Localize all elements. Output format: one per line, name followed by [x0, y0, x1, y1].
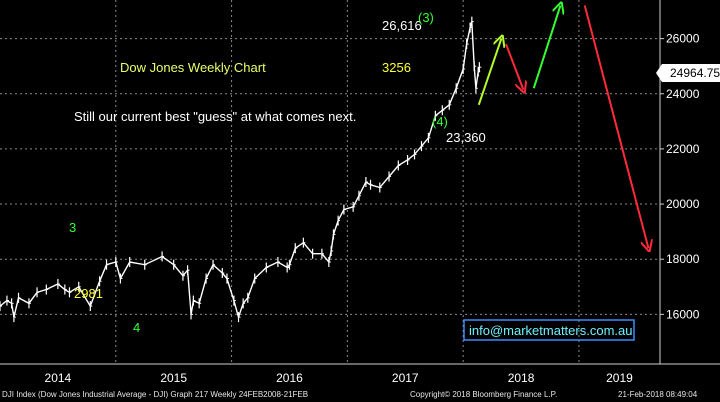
annotation-6: (4) [432, 114, 448, 129]
annotation-5: 3256 [382, 60, 411, 75]
x-axis-band [0, 364, 720, 388]
projection-arrow-3 [532, 6, 561, 89]
y-tick-label-26000: 26000 [666, 32, 700, 46]
price-series [0, 16, 482, 323]
y-tick-label-16000: 16000 [666, 307, 700, 321]
x-tick-label-2018: 2018 [508, 371, 535, 385]
y-tick-label-20000: 20000 [666, 197, 700, 211]
y-tick-label-22000: 22000 [666, 142, 700, 156]
footer-left: DJI Index (Dow Jones Industrial Average … [2, 390, 309, 399]
x-axis: 2014 2015 2016 2017 2018 2019 [0, 363, 720, 388]
annotation-4: (3) [418, 10, 434, 25]
annotation-7: 23,360 [446, 130, 486, 145]
footer-timestamp: 21-Feb-2018 08:49:04 [618, 390, 698, 399]
annotation-10: 4 [133, 320, 140, 335]
y-tick-label-18000: 18000 [666, 252, 700, 266]
last-price-tag: 24964.75 [656, 64, 720, 82]
y-axis: 16000 18000 20000 22000 24000 26000 [659, 0, 700, 364]
footer-copyright: Copyright© 2018 Bloomberg Finance L.P. [410, 390, 558, 399]
annotations: Dow Jones Weekly Chart Still our current … [69, 10, 486, 335]
projection-arrow-1 [477, 39, 502, 106]
projection-arrow-4 [583, 5, 649, 249]
annotation-2: Still our current best "guess" at what c… [74, 109, 356, 124]
annotation-3: 26,616 [382, 18, 422, 33]
link-box [463, 319, 635, 341]
x-tick-label-2014: 2014 [45, 371, 72, 385]
y-tick-label-24000: 24000 [666, 87, 700, 101]
x-tick-label-2016: 2016 [276, 371, 303, 385]
x-tick-label-2015: 2015 [160, 371, 187, 385]
x-tick-label-2019: 2019 [606, 371, 633, 385]
watermark-link[interactable]: info@marketmatters.com.au [463, 319, 635, 341]
annotation-1: Dow Jones Weekly Chart [120, 60, 266, 75]
link-text: info@marketmatters.com.au [469, 323, 632, 338]
projection-arrows [477, 5, 649, 249]
annotation-9: 2981 [74, 286, 103, 301]
annotation-8: 3 [69, 220, 76, 235]
projection-arrow-2 [505, 43, 523, 90]
footer-bar: DJI Index (Dow Jones Industrial Average … [0, 388, 720, 402]
x-tick-label-2017: 2017 [392, 371, 419, 385]
